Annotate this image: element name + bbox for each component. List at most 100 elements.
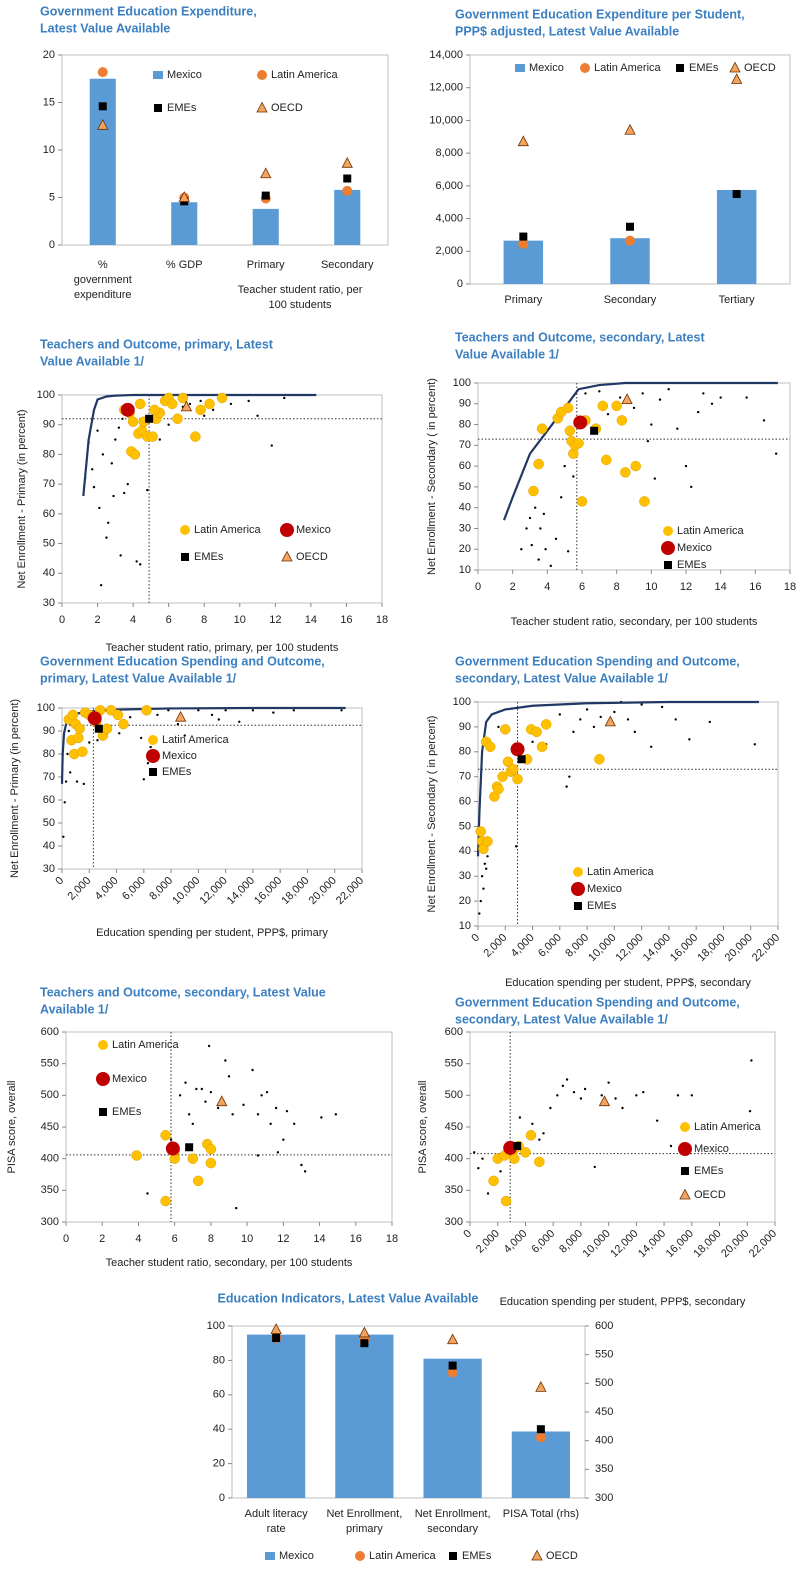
marker [626, 222, 634, 231]
y-tick-label: 40 [43, 567, 55, 579]
legend-label: OECD [694, 1189, 726, 1201]
dot [112, 494, 115, 498]
legend-marker [280, 523, 294, 537]
marker [98, 102, 107, 111]
dot [646, 439, 650, 443]
dot [542, 1132, 545, 1135]
y-tick-label: 300 [41, 1216, 59, 1228]
legend-marker [257, 70, 267, 80]
point [536, 423, 548, 434]
chart-title: Latest Value Available [40, 21, 170, 35]
point [77, 746, 88, 757]
y-axis-title: Net Enrollment - Primary (in percent) [16, 409, 28, 588]
dot [480, 875, 484, 878]
x-tick-label: 2,000 [481, 932, 509, 960]
dot [753, 743, 757, 746]
dot [200, 1087, 204, 1091]
dot [231, 1113, 234, 1116]
dot [525, 527, 528, 530]
dot [600, 1094, 603, 1097]
legend-label: OECD [744, 62, 776, 74]
dot [118, 732, 121, 735]
x-tick-label: 10 [234, 614, 246, 626]
point [101, 723, 113, 734]
y-tick-label: 20 [459, 895, 471, 907]
y-tick-label: 12,000 [429, 82, 463, 94]
point [160, 1195, 171, 1207]
y-tick-label: 40 [459, 845, 471, 857]
dot [690, 1094, 694, 1097]
point [74, 723, 85, 734]
point [190, 431, 201, 442]
dot [641, 392, 644, 395]
x-tick-label: Net Enrollment, [415, 1508, 491, 1520]
x-tick-label: 12,000 [608, 1228, 640, 1260]
y-tick-label: 0 [49, 239, 55, 251]
point [601, 454, 612, 466]
dot [251, 1068, 254, 1072]
marker [731, 73, 743, 84]
point [510, 742, 525, 757]
y-tick-label: 50 [43, 537, 55, 549]
dot [64, 780, 68, 783]
legend-label: Latin America [162, 734, 230, 746]
point [534, 1156, 545, 1168]
x-tick-label: primary [346, 1523, 383, 1535]
legend-label: Latin America [194, 524, 262, 536]
y-tick-label: 20 [459, 543, 471, 555]
x-tick-label: 18,000 [695, 932, 727, 964]
dot [621, 1106, 624, 1110]
point [475, 826, 486, 837]
y-tick-label: 80 [43, 748, 55, 760]
dot [606, 412, 610, 416]
point [531, 726, 542, 738]
y-tick-label: 550 [41, 1058, 59, 1070]
annotation: 100 students [269, 299, 332, 311]
dot [607, 1081, 610, 1084]
dot [340, 709, 343, 712]
legend-marker [153, 71, 163, 79]
marker [341, 156, 353, 168]
dot [667, 388, 670, 391]
marker [535, 1380, 547, 1392]
legend-label: Mexico [694, 1143, 729, 1155]
dot [149, 745, 152, 749]
legend-marker [181, 553, 189, 561]
x-tick-label: 18,000 [691, 1228, 723, 1260]
chart-title: secondary, Latest Value Available 1/ [455, 1012, 668, 1026]
x-tick-label: 0 [469, 932, 482, 945]
legend-label: Latin America [677, 525, 745, 537]
legend-label: Latin America [587, 866, 655, 878]
x-tick-label: rate [267, 1523, 286, 1535]
legend-marker [680, 1122, 690, 1132]
dot [167, 709, 170, 712]
x-tick-label: 12,000 [614, 932, 646, 964]
marker [261, 191, 270, 200]
x-tick-label: 14,000 [225, 875, 257, 907]
x-tick-label: government [74, 274, 132, 286]
x-tick-label: 0 [59, 614, 65, 626]
point [177, 392, 189, 404]
x-tick-label: 6,000 [529, 1228, 557, 1256]
dot [242, 1103, 245, 1107]
chart-title: Value Available 1/ [455, 347, 560, 361]
dot [251, 709, 255, 712]
legend-label: EMEs [194, 551, 224, 563]
point [576, 496, 588, 507]
point [630, 460, 641, 472]
legend-marker [180, 525, 190, 535]
y-tick-label: 100 [207, 1320, 225, 1332]
dot [256, 1113, 260, 1116]
bar [423, 1358, 482, 1498]
y-tick-label: 400 [445, 1153, 463, 1165]
chart-title: Government Education Expenditure, [40, 4, 257, 18]
dot [260, 1094, 263, 1097]
dot [563, 464, 566, 468]
x-tick-label: Net Enrollment, [326, 1508, 402, 1520]
point [216, 1095, 228, 1107]
dot [224, 1059, 227, 1062]
x-tick-label: 6 [172, 1233, 178, 1245]
dot [486, 855, 489, 858]
y-tick-label: 350 [41, 1184, 59, 1196]
dot [613, 710, 616, 714]
